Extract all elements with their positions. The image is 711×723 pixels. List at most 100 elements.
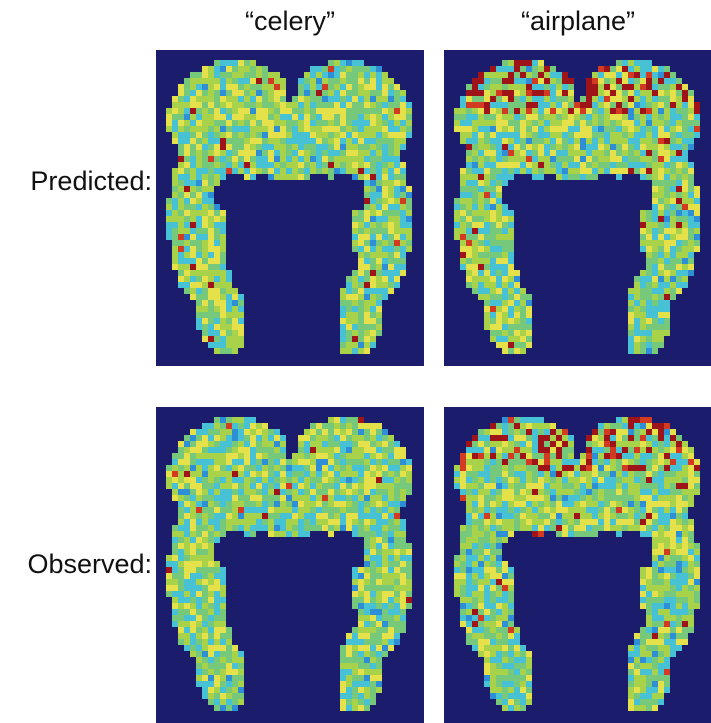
voxel [370,633,376,639]
voxel [628,513,634,519]
voxel [634,489,640,495]
voxel [616,465,622,471]
voxel [460,246,466,252]
voxel [250,156,256,162]
voxel [376,330,382,336]
voxel [466,84,472,90]
voxel [346,78,352,84]
voxel [556,483,562,489]
voxel [652,162,658,168]
voxel [490,120,496,126]
voxel [628,330,634,336]
voxel [220,435,226,441]
voxel [514,282,520,288]
voxel [634,645,640,651]
voxel [502,306,508,312]
voxel [670,174,676,180]
voxel [682,567,688,573]
voxel [544,132,550,138]
voxel [172,561,178,567]
voxel [166,465,172,471]
voxel [226,657,232,663]
voxel [496,645,502,651]
voxel [232,312,238,318]
voxel [514,66,520,72]
voxel [484,429,490,435]
voxel [670,138,676,144]
voxel [514,693,520,699]
voxel [346,669,352,675]
voxel [340,429,346,435]
voxel [370,543,376,549]
voxel [346,102,352,108]
voxel [502,513,508,519]
voxel [634,519,640,525]
voxel [664,645,670,651]
voxel [220,102,226,108]
voxel [280,483,286,489]
voxel [640,501,646,507]
voxel [334,78,340,84]
voxel [544,423,550,429]
voxel [640,525,646,531]
voxel [682,102,688,108]
voxel [526,513,532,519]
voxel [226,270,232,276]
voxel [178,495,184,501]
voxel [478,507,484,513]
voxel [592,453,598,459]
voxel [586,126,592,132]
voxel [202,537,208,543]
voxel [466,210,472,216]
voxel [376,657,382,663]
voxel [214,705,220,711]
voxel [646,591,652,597]
voxel [298,513,304,519]
voxel [352,681,358,687]
voxel [466,639,472,645]
voxel [376,669,382,675]
voxel [166,108,172,114]
voxel [502,78,508,84]
voxel [508,138,514,144]
voxel [178,210,184,216]
voxel [352,573,358,579]
voxel [358,228,364,234]
voxel [316,78,322,84]
voxel [238,78,244,84]
voxel [208,330,214,336]
voxel [172,246,178,252]
voxel [574,501,580,507]
voxel [490,126,496,132]
voxel [646,132,652,138]
voxel [520,120,526,126]
voxel [244,96,250,102]
voxel [202,603,208,609]
voxel [172,234,178,240]
voxel [268,156,274,162]
voxel [376,84,382,90]
voxel [292,96,298,102]
voxel [670,513,676,519]
voxel [214,270,220,276]
voxel [250,138,256,144]
voxel [526,336,532,342]
voxel [688,168,694,174]
voxel [196,561,202,567]
voxel [490,423,496,429]
voxel [196,84,202,90]
voxel [376,495,382,501]
voxel [202,567,208,573]
voxel [616,471,622,477]
voxel [202,645,208,651]
voxel [688,495,694,501]
voxel [208,66,214,72]
voxel [364,228,370,234]
voxel [256,144,262,150]
voxel [676,501,682,507]
voxel [460,453,466,459]
voxel [352,693,358,699]
voxel [562,120,568,126]
voxel [508,693,514,699]
voxel [496,519,502,525]
